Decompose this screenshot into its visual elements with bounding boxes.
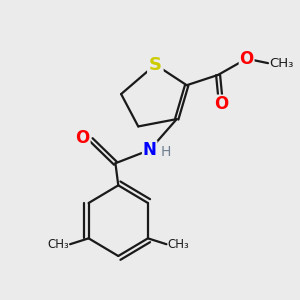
Text: CH₃: CH₃ <box>167 238 189 251</box>
Text: H: H <box>161 146 171 159</box>
Text: O: O <box>214 95 228 113</box>
Text: O: O <box>239 50 254 68</box>
Text: N: N <box>143 141 157 159</box>
Text: O: O <box>76 129 90 147</box>
Text: CH₃: CH₃ <box>269 57 294 70</box>
Text: S: S <box>149 56 162 74</box>
Text: CH₃: CH₃ <box>47 238 69 251</box>
